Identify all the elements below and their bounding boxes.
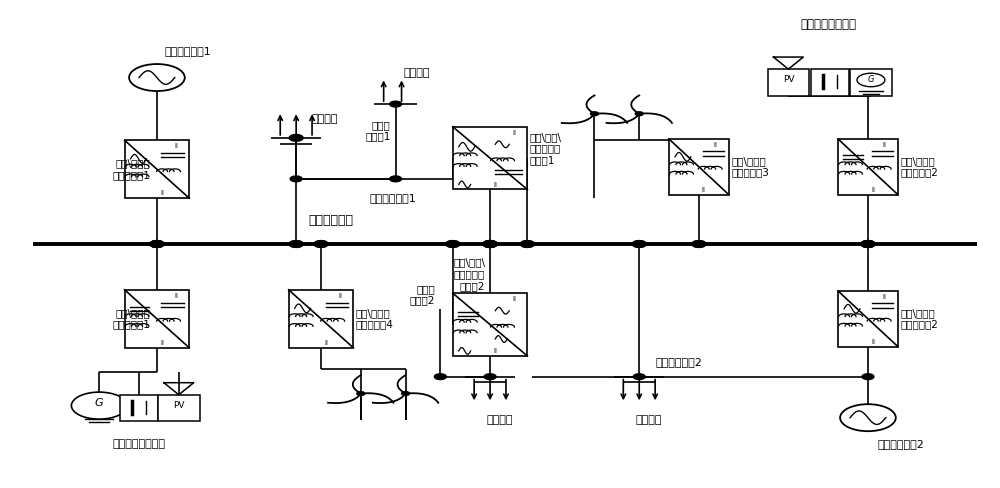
Text: 交流\直流型
固态变压器2: 交流\直流型 固态变压器2 xyxy=(901,308,939,329)
Text: 交流负荷: 交流负荷 xyxy=(404,68,430,78)
Circle shape xyxy=(635,112,643,116)
Circle shape xyxy=(483,241,497,247)
Text: 直流配电线路: 直流配电线路 xyxy=(308,214,353,227)
Bar xyxy=(838,139,898,195)
Circle shape xyxy=(446,241,460,247)
Bar xyxy=(453,127,527,189)
Circle shape xyxy=(632,241,646,247)
Text: 直流\直流\
交流型固态
变压器1: 直流\直流\ 交流型固态 变压器1 xyxy=(530,132,562,165)
Text: PV: PV xyxy=(783,76,794,84)
Text: II: II xyxy=(160,340,164,346)
Text: 直流\直流\
交流型固态
变压器2: 直流\直流\ 交流型固态 变压器2 xyxy=(453,258,485,291)
Text: 分布式电源、储能: 分布式电源、储能 xyxy=(800,18,856,31)
Circle shape xyxy=(150,241,164,247)
Circle shape xyxy=(520,241,534,247)
Circle shape xyxy=(483,241,497,247)
Circle shape xyxy=(590,112,598,116)
Text: 直流负荷: 直流负荷 xyxy=(636,415,662,425)
Text: G: G xyxy=(95,398,104,408)
Bar xyxy=(850,69,892,96)
Text: II: II xyxy=(871,187,875,193)
Circle shape xyxy=(150,241,164,247)
Circle shape xyxy=(520,241,534,247)
Circle shape xyxy=(483,241,497,247)
Text: II: II xyxy=(512,129,516,136)
Bar xyxy=(289,290,353,348)
Text: II: II xyxy=(883,294,887,300)
Text: 交流\直流型
固态变压器4: 交流\直流型 固态变压器4 xyxy=(356,308,394,329)
Circle shape xyxy=(861,241,875,247)
Text: II: II xyxy=(160,190,164,196)
Text: 直流\直流型
固态变压器1: 直流\直流型 固态变压器1 xyxy=(112,308,150,329)
Text: II: II xyxy=(883,142,887,148)
Text: 交流配电线路1: 交流配电线路1 xyxy=(165,46,212,56)
Text: II: II xyxy=(512,296,516,302)
Circle shape xyxy=(483,241,497,247)
Circle shape xyxy=(314,241,328,247)
Circle shape xyxy=(390,176,402,182)
Bar xyxy=(838,291,898,346)
Text: II: II xyxy=(714,142,718,148)
Text: 交流用
电线路1: 交流用 电线路1 xyxy=(365,120,391,142)
Circle shape xyxy=(861,241,875,247)
Circle shape xyxy=(861,241,875,247)
Bar xyxy=(768,69,809,96)
Text: II: II xyxy=(493,348,497,354)
Text: 直流负荷: 直流负荷 xyxy=(311,114,338,123)
Circle shape xyxy=(633,374,645,380)
Circle shape xyxy=(484,374,496,380)
Text: 交流\直流型
固态变压器1: 交流\直流型 固态变压器1 xyxy=(112,159,150,180)
Bar xyxy=(158,395,200,421)
Circle shape xyxy=(861,241,875,247)
Circle shape xyxy=(692,241,706,247)
Circle shape xyxy=(357,392,365,395)
Text: II: II xyxy=(174,143,178,149)
Circle shape xyxy=(862,374,874,380)
Bar xyxy=(120,395,158,421)
Text: G: G xyxy=(868,76,874,84)
Circle shape xyxy=(150,241,164,247)
Text: II: II xyxy=(174,293,178,299)
Text: 交流负荷: 交流负荷 xyxy=(487,415,513,425)
Circle shape xyxy=(434,374,446,380)
Circle shape xyxy=(150,241,164,247)
Circle shape xyxy=(483,241,497,247)
Text: 直流用电线路1: 直流用电线路1 xyxy=(370,193,416,203)
Text: 交流用
电线路2: 交流用 电线路2 xyxy=(410,284,435,305)
Text: II: II xyxy=(338,293,342,299)
Text: II: II xyxy=(871,339,875,345)
Circle shape xyxy=(390,101,402,107)
Text: 分布式电源、储能: 分布式电源、储能 xyxy=(113,439,166,449)
Text: II: II xyxy=(702,187,706,193)
Circle shape xyxy=(289,241,303,247)
Circle shape xyxy=(402,392,410,395)
Text: PV: PV xyxy=(173,401,185,410)
Circle shape xyxy=(290,176,302,182)
Circle shape xyxy=(289,135,303,141)
Circle shape xyxy=(446,241,460,247)
Circle shape xyxy=(314,241,328,247)
Text: 交流\直流型
固态变压器3: 交流\直流型 固态变压器3 xyxy=(732,156,770,178)
Text: 交流配电线路2: 交流配电线路2 xyxy=(878,439,925,449)
Circle shape xyxy=(289,241,303,247)
Bar xyxy=(669,139,729,195)
Circle shape xyxy=(692,241,706,247)
Circle shape xyxy=(632,241,646,247)
Text: 直流用电线路2: 直流用电线路2 xyxy=(656,357,702,367)
Bar xyxy=(125,140,189,198)
Text: II: II xyxy=(324,340,328,346)
Text: 直流\直流型
固态变压器2: 直流\直流型 固态变压器2 xyxy=(901,156,939,178)
Text: II: II xyxy=(493,182,497,188)
Bar xyxy=(811,69,849,96)
Bar xyxy=(125,290,189,348)
Bar xyxy=(453,293,527,356)
